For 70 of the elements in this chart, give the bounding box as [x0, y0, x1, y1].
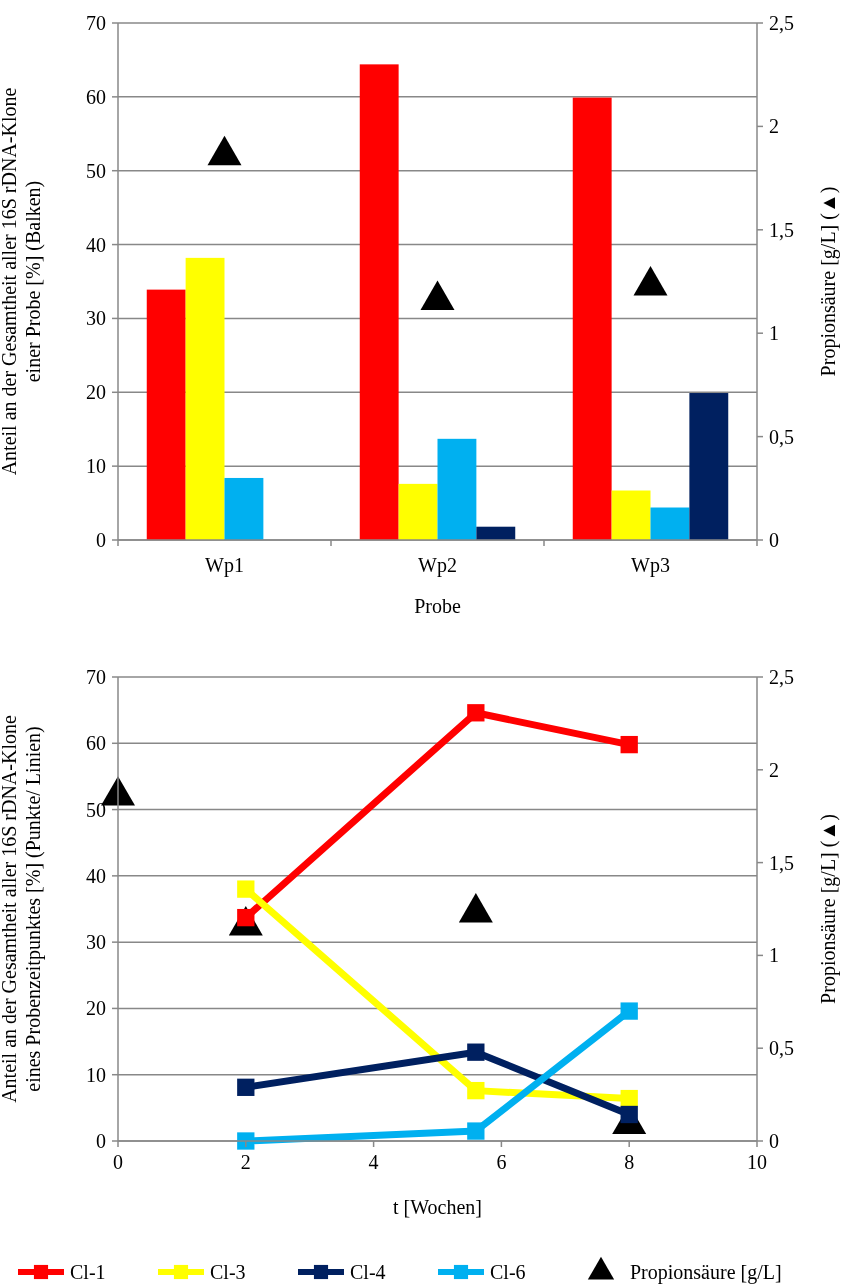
y2-axis-title: Propionsäure [g/L] (▲): [817, 814, 840, 1004]
bar: [224, 477, 264, 540]
point: [467, 1043, 485, 1061]
y2-tick-label: 0: [769, 529, 779, 551]
point: [237, 880, 255, 898]
bar: [359, 64, 399, 540]
bar: [572, 97, 612, 540]
y2-tick-label: 2,5: [769, 12, 794, 34]
point: [467, 704, 485, 722]
x-tick-label: 8: [624, 1151, 635, 1173]
x-tick-label: 10: [747, 1151, 767, 1173]
y2-tick-label: 1,5: [769, 851, 794, 874]
y-tick-label: 70: [86, 12, 106, 34]
y-tick-label: 10: [86, 455, 106, 478]
x-tick-label: 4: [368, 1151, 379, 1173]
y-tick-label: 30: [86, 307, 106, 330]
bar: [146, 289, 186, 540]
y2-tick-label: 1: [769, 944, 779, 967]
bar: [398, 483, 438, 540]
point: [237, 1078, 255, 1096]
point: [467, 1122, 485, 1140]
y2-tick-label: 2: [769, 758, 779, 781]
y-tick-label: 10: [86, 1063, 106, 1086]
y-tick-label: 40: [86, 864, 106, 887]
y-tick-label: 0: [96, 529, 106, 551]
y2-tick-label: 2: [769, 115, 779, 138]
bar: [185, 257, 225, 540]
y-axis-title: Anteil an der Gesamtheit aller 16S rDNA-Klone eines Probenzeitpunktes [%] (Punkte/ Linien): [0, 715, 45, 1103]
point: [467, 1081, 485, 1100]
point: [620, 735, 638, 754]
y-axis-title: Anteil an der Gesamtheit aller 16S rDNA-Klone einer Probe [%] (Balken): [0, 87, 45, 476]
point: [620, 1089, 638, 1108]
y2-tick-label: 1: [769, 322, 779, 345]
point: [237, 1132, 255, 1150]
y2-tick-label: 0,5: [769, 425, 794, 448]
x-tick-label: Wp3: [631, 554, 670, 577]
x-tick-label: Wp1: [205, 554, 244, 577]
y2-axis-title: Propionsäure [g/L] (▲): [817, 186, 840, 377]
bar: [689, 393, 729, 540]
point: [620, 1002, 638, 1020]
x-tick-label: 6: [496, 1151, 507, 1173]
x-tick-label: 2: [240, 1151, 251, 1173]
y-tick-label: 60: [86, 732, 106, 755]
bar: [650, 507, 690, 540]
x-axis-title: Probe: [414, 595, 461, 617]
y2-tick-label: 0: [769, 1130, 779, 1152]
x-axis-title: t [Wochen]: [393, 1196, 482, 1218]
y-tick-label: 20: [86, 381, 106, 404]
legend-label: Cl-3: [210, 1261, 246, 1283]
y2-tick-label: 1,5: [769, 218, 794, 241]
y-tick-label: 70: [86, 666, 106, 688]
point: [620, 1105, 638, 1124]
y2-tick-label: 0,5: [769, 1037, 794, 1060]
bar: [437, 438, 477, 540]
y-tick-label: 20: [86, 997, 106, 1020]
bar: [476, 526, 516, 540]
bar: [611, 490, 651, 540]
y-tick-label: 60: [86, 85, 106, 108]
legend-label: Propionsäure [g/L]: [630, 1261, 782, 1284]
y2-tick-label: 2,5: [769, 666, 794, 688]
y-tick-label: 50: [86, 798, 106, 821]
y-tick-label: 0: [96, 1130, 106, 1152]
y-tick-label: 40: [86, 233, 106, 256]
legend-label: Cl-1: [70, 1261, 106, 1283]
x-tick-label: 0: [113, 1151, 123, 1173]
legend-label: Cl-6: [490, 1261, 526, 1283]
y-tick-label: 30: [86, 931, 106, 954]
y-tick-label: 50: [86, 159, 106, 182]
x-tick-label: Wp2: [418, 554, 457, 577]
legend-label: Cl-4: [350, 1261, 386, 1283]
